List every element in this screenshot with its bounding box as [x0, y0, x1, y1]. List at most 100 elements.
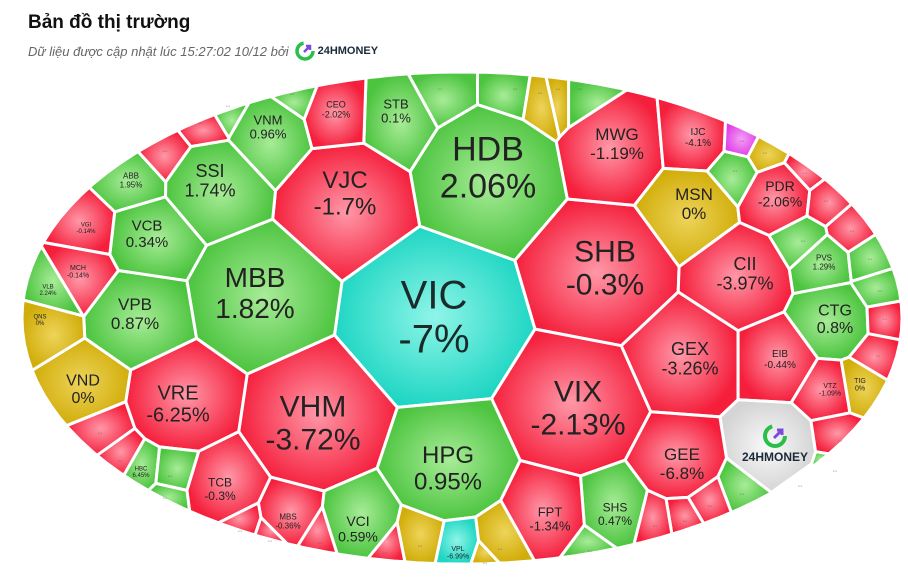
cell-ticker: ...: [875, 353, 880, 359]
cell-change: 0%: [36, 321, 45, 327]
cell-ticker: ...: [162, 148, 167, 154]
stock-cell-more[interactable]: ...: [213, 101, 251, 140]
cell-ticker: ...: [882, 316, 887, 322]
stock-cell-more[interactable]: ...: [705, 149, 759, 209]
cell-ticker: VCI: [346, 513, 369, 529]
cell-ticker: SSI: [195, 161, 224, 181]
stock-cell-more[interactable]: ...: [558, 523, 619, 560]
cell-ticker: TCB: [208, 476, 232, 490]
cell-ticker: VCB: [132, 218, 163, 235]
stock-cell-vgi[interactable]: VGI-0.14%: [41, 185, 117, 256]
cell-ticker: VLB: [42, 284, 53, 290]
stock-cell-more[interactable]: ...: [810, 450, 838, 474]
cell-ticker: ...: [577, 86, 582, 92]
cell-change: -3.97%: [716, 274, 773, 294]
cell-ticker: VRE: [157, 382, 198, 404]
brand-logo[interactable]: 24HMONEY: [294, 41, 378, 61]
brand-logo-icon: [763, 424, 787, 448]
cell-ticker: HDB: [452, 130, 524, 168]
cell-change: 0.8%: [817, 320, 853, 337]
cell-change: 0.95%: [414, 469, 482, 496]
cell-ticker: ...: [197, 120, 202, 126]
cell-ticker: CEO: [326, 99, 346, 109]
cell-ticker: ...: [802, 170, 807, 176]
cell-change: -0.44%: [764, 360, 796, 371]
cell-ticker: ...: [417, 543, 422, 549]
stock-cell-more[interactable]: ...: [865, 299, 904, 342]
stock-cell-more[interactable]: ...: [253, 515, 289, 546]
cell-change: -7%: [398, 318, 469, 362]
cell-shape: [810, 450, 831, 468]
stock-cell-more[interactable]: ...: [65, 400, 137, 457]
stock-cell-more[interactable]: ...: [469, 539, 501, 566]
stock-cell-more[interactable]: ...: [767, 214, 829, 271]
stock-cell-more[interactable]: ...: [567, 77, 629, 130]
cell-shape: [146, 481, 192, 513]
stock-cell-more[interactable]: ...: [847, 332, 902, 382]
cell-change: -0.36%: [275, 522, 300, 531]
stock-cell-tcb[interactable]: TCB-0.3%: [185, 430, 273, 525]
stock-cell-ceo[interactable]: CEO-2.02%: [302, 76, 368, 151]
stock-cell-more[interactable]: ...: [809, 411, 866, 456]
cell-ticker: ...: [512, 86, 517, 92]
stock-cell-vre[interactable]: VRE-6.25%: [124, 336, 249, 453]
cell-change: 1.82%: [215, 293, 294, 324]
update-info: Dữ liệu được cập nhật lúc 15:27:02 10/12…: [28, 41, 378, 61]
cell-change: -0.14%: [76, 229, 96, 235]
cell-ticker: ...: [267, 538, 272, 544]
cell-shape: [809, 411, 866, 456]
cell-change: 1.95%: [120, 181, 143, 190]
cell-ticker: VND: [66, 372, 100, 389]
stock-cell-more[interactable]: ...: [296, 505, 339, 556]
cell-change: -0.3%: [204, 489, 236, 503]
updated-text: Dữ liệu được cập nhật lúc 15:27:02 10/12…: [28, 43, 289, 59]
cell-shape: [847, 332, 902, 382]
stock-cell-more[interactable]: ...: [217, 501, 263, 537]
stock-cell-shb[interactable]: SHB-0.3%: [513, 197, 681, 348]
page-title: Bản đồ thị trường: [28, 12, 191, 33]
cell-shape: [87, 150, 168, 214]
cell-ticker: MWG: [595, 125, 638, 144]
cell-change: 0%: [855, 386, 865, 393]
cell-change: 0%: [71, 390, 94, 407]
stock-cell-more[interactable]: ...: [632, 488, 674, 546]
cell-ticker: HPG: [422, 442, 474, 469]
stock-cell-more[interactable]: ...: [146, 481, 192, 513]
cell-change: -1.19%: [590, 144, 644, 163]
cell-change: 0.47%: [598, 514, 632, 528]
cell-change: -6.99%: [447, 554, 469, 561]
cell-ticker: ...: [225, 103, 230, 109]
cell-change: -2.02%: [322, 109, 351, 119]
cell-change: -1.7%: [314, 194, 377, 221]
cell-ticker: ...: [682, 518, 687, 524]
cell-shape: [296, 505, 339, 556]
cell-ticker: GEE: [664, 445, 700, 464]
stock-cell-gex[interactable]: GEX-3.26%: [619, 290, 740, 419]
cell-ticker: ...: [837, 438, 842, 444]
stock-cell-more[interactable]: ...: [406, 70, 479, 130]
stock-cell-more[interactable]: ...: [366, 521, 407, 564]
stock-cell-vhm[interactable]: VHM-3.72%: [237, 333, 399, 493]
cell-change: 2.24%: [39, 291, 57, 297]
cell-shape: [30, 336, 133, 428]
cell-ticker: GEX: [671, 339, 709, 359]
cell-ticker: MSN: [675, 185, 713, 204]
cell-ticker: VHM: [280, 390, 347, 423]
cell-ticker: ...: [482, 560, 487, 566]
cell-ticker: IJC: [691, 127, 706, 138]
cell-ticker: VIC: [401, 274, 468, 318]
stock-cell-more[interactable]: ...: [269, 84, 319, 121]
cell-ticker: STB: [383, 96, 408, 111]
cell-shape: [366, 521, 407, 564]
cell-ticker: CTG: [818, 302, 852, 319]
stock-cell-ijc[interactable]: IJC-4.1%: [655, 96, 727, 173]
cell-ticker: ...: [832, 468, 837, 474]
